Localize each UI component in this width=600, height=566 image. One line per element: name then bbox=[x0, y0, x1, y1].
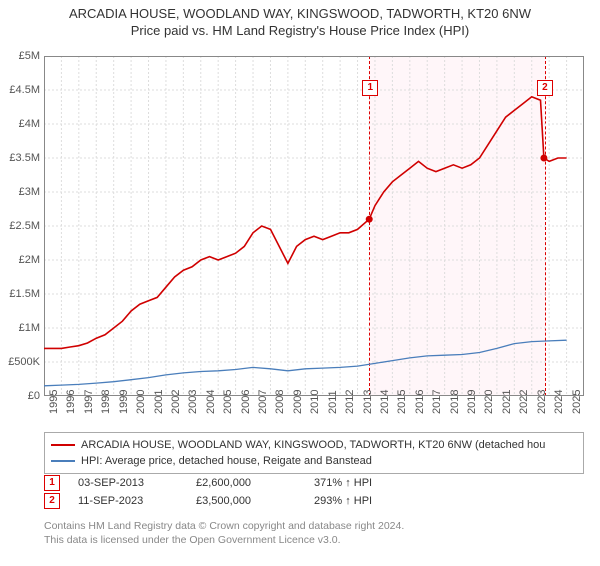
title-line-2: Price paid vs. HM Land Registry's House … bbox=[0, 23, 600, 40]
x-tick-label: 2007 bbox=[257, 390, 269, 414]
x-tick-label: 2020 bbox=[483, 390, 495, 414]
x-tick-label: 1997 bbox=[83, 390, 95, 414]
y-tick-label: £500K bbox=[2, 356, 40, 368]
legend-swatch bbox=[51, 460, 75, 462]
dp-price: £2,600,000 bbox=[196, 477, 296, 489]
y-tick-label: £2M bbox=[2, 254, 40, 266]
dp-date: 11-SEP-2023 bbox=[78, 495, 178, 507]
plot-svg bbox=[44, 56, 584, 396]
dp-price: £3,500,000 bbox=[196, 495, 296, 507]
x-tick-label: 2012 bbox=[344, 390, 356, 414]
dp-delta: 371% ↑ HPI bbox=[314, 477, 372, 489]
chart-container: ARCADIA HOUSE, WOODLAND WAY, KINGSWOOD, … bbox=[0, 6, 600, 566]
x-tick-label: 2013 bbox=[362, 390, 374, 414]
footer-line-1: Contains HM Land Registry data © Crown c… bbox=[44, 520, 584, 534]
x-tick-label: 2016 bbox=[414, 390, 426, 414]
x-tick-label: 2014 bbox=[379, 390, 391, 414]
x-tick-label: 2003 bbox=[187, 390, 199, 414]
y-tick-label: £1.5M bbox=[2, 288, 40, 300]
x-tick-label: 2006 bbox=[240, 390, 252, 414]
footer-line-2: This data is licensed under the Open Gov… bbox=[44, 534, 584, 548]
data-point-row: 1 03-SEP-2013 £2,600,000 371% ↑ HPI bbox=[44, 474, 584, 492]
legend-swatch bbox=[51, 444, 75, 446]
legend: ARCADIA HOUSE, WOODLAND WAY, KINGSWOOD, … bbox=[44, 432, 584, 474]
x-tick-label: 2000 bbox=[135, 390, 147, 414]
title-line-1: ARCADIA HOUSE, WOODLAND WAY, KINGSWOOD, … bbox=[0, 6, 600, 23]
x-tick-label: 2024 bbox=[553, 390, 565, 414]
legend-item: HPI: Average price, detached house, Reig… bbox=[51, 453, 577, 469]
x-tick-label: 2011 bbox=[327, 390, 339, 414]
dp-date: 03-SEP-2013 bbox=[78, 477, 178, 489]
x-tick-label: 2023 bbox=[536, 390, 548, 414]
x-tick-label: 1999 bbox=[118, 390, 130, 414]
x-tick-label: 2015 bbox=[396, 390, 408, 414]
legend-item: ARCADIA HOUSE, WOODLAND WAY, KINGSWOOD, … bbox=[51, 437, 577, 453]
x-tick-label: 2005 bbox=[222, 390, 234, 414]
x-tick-label: 2019 bbox=[466, 390, 478, 414]
x-tick-label: 2010 bbox=[309, 390, 321, 414]
x-tick-label: 2009 bbox=[292, 390, 304, 414]
x-tick-label: 2018 bbox=[449, 390, 461, 414]
x-tick-label: 2004 bbox=[205, 390, 217, 414]
x-tick-label: 2022 bbox=[518, 390, 530, 414]
sale-marker-box: 2 bbox=[537, 80, 553, 96]
y-tick-label: £3M bbox=[2, 186, 40, 198]
legend-label: HPI: Average price, detached house, Reig… bbox=[81, 455, 372, 467]
data-points-table: 1 03-SEP-2013 £2,600,000 371% ↑ HPI 2 11… bbox=[44, 474, 584, 510]
footer-attribution: Contains HM Land Registry data © Crown c… bbox=[44, 520, 584, 547]
y-tick-label: £0 bbox=[2, 390, 40, 402]
y-tick-label: £4.5M bbox=[2, 84, 40, 96]
x-tick-label: 2017 bbox=[431, 390, 443, 414]
data-point-row: 2 11-SEP-2023 £3,500,000 293% ↑ HPI bbox=[44, 492, 584, 510]
y-tick-label: £4M bbox=[2, 118, 40, 130]
x-tick-label: 2025 bbox=[571, 390, 583, 414]
chart-plot-area: £0£500K£1M£1.5M£2M£2.5M£3M£3.5M£4M£4.5M£… bbox=[44, 56, 584, 396]
dp-delta: 293% ↑ HPI bbox=[314, 495, 372, 507]
legend-label: ARCADIA HOUSE, WOODLAND WAY, KINGSWOOD, … bbox=[81, 439, 545, 451]
chart-title: ARCADIA HOUSE, WOODLAND WAY, KINGSWOOD, … bbox=[0, 6, 600, 40]
x-tick-label: 2008 bbox=[274, 390, 286, 414]
x-tick-label: 2001 bbox=[153, 390, 165, 414]
y-tick-label: £5M bbox=[2, 50, 40, 62]
x-tick-label: 1998 bbox=[100, 390, 112, 414]
sale-marker-box: 1 bbox=[362, 80, 378, 96]
x-tick-label: 2002 bbox=[170, 390, 182, 414]
y-tick-label: £2.5M bbox=[2, 220, 40, 232]
marker-box-icon: 1 bbox=[44, 475, 60, 491]
x-tick-label: 1996 bbox=[65, 390, 77, 414]
marker-box-icon: 2 bbox=[44, 493, 60, 509]
y-tick-label: £3.5M bbox=[2, 152, 40, 164]
x-tick-label: 1995 bbox=[48, 390, 60, 414]
y-tick-label: £1M bbox=[2, 322, 40, 334]
x-tick-label: 2021 bbox=[501, 390, 513, 414]
